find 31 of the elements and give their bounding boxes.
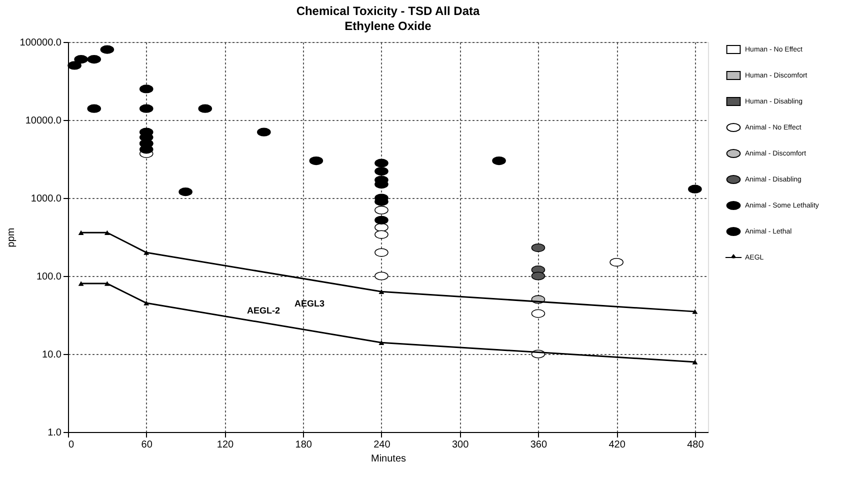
point (692, 309, 698, 314)
series-label: AEGL-2 (246, 306, 280, 316)
x-tick-label: 420 (608, 440, 626, 450)
x-tick-label: 120 (216, 440, 234, 450)
point (378, 289, 384, 294)
chart-subtitle: Ethylene Oxide (344, 19, 432, 33)
x-tick-label: 300 (452, 440, 470, 450)
x-tick-label: 240 (374, 440, 391, 450)
y-tick-label: 10000.0 (25, 116, 62, 126)
point (378, 340, 384, 345)
y-tick-label: 100.0 (36, 272, 62, 282)
series-label: AEGL3 (294, 298, 324, 309)
y-tick-label: 1000.0 (30, 194, 62, 204)
y-axis-title: ppm (6, 228, 17, 248)
x-tick-label: 480 (687, 440, 704, 450)
x-tick-label: 180 (295, 440, 312, 450)
point (104, 230, 110, 235)
x-tick-label: 0 (68, 440, 74, 450)
x-axis-title: Minutes (370, 454, 406, 464)
y-tick-label: 10.0 (42, 350, 62, 360)
x-tick-label: 60 (141, 440, 153, 450)
point (692, 360, 698, 364)
x-tick-label: 360 (530, 440, 548, 450)
point (78, 230, 84, 235)
y-tick-label: 100000.0 (20, 38, 62, 48)
point (144, 300, 150, 306)
point (78, 281, 84, 286)
point (144, 250, 150, 255)
point (104, 281, 110, 286)
chart-title: Chemical Toxicity - TSD All Data (296, 4, 480, 18)
y-tick-label: 1.0 (48, 428, 62, 438)
